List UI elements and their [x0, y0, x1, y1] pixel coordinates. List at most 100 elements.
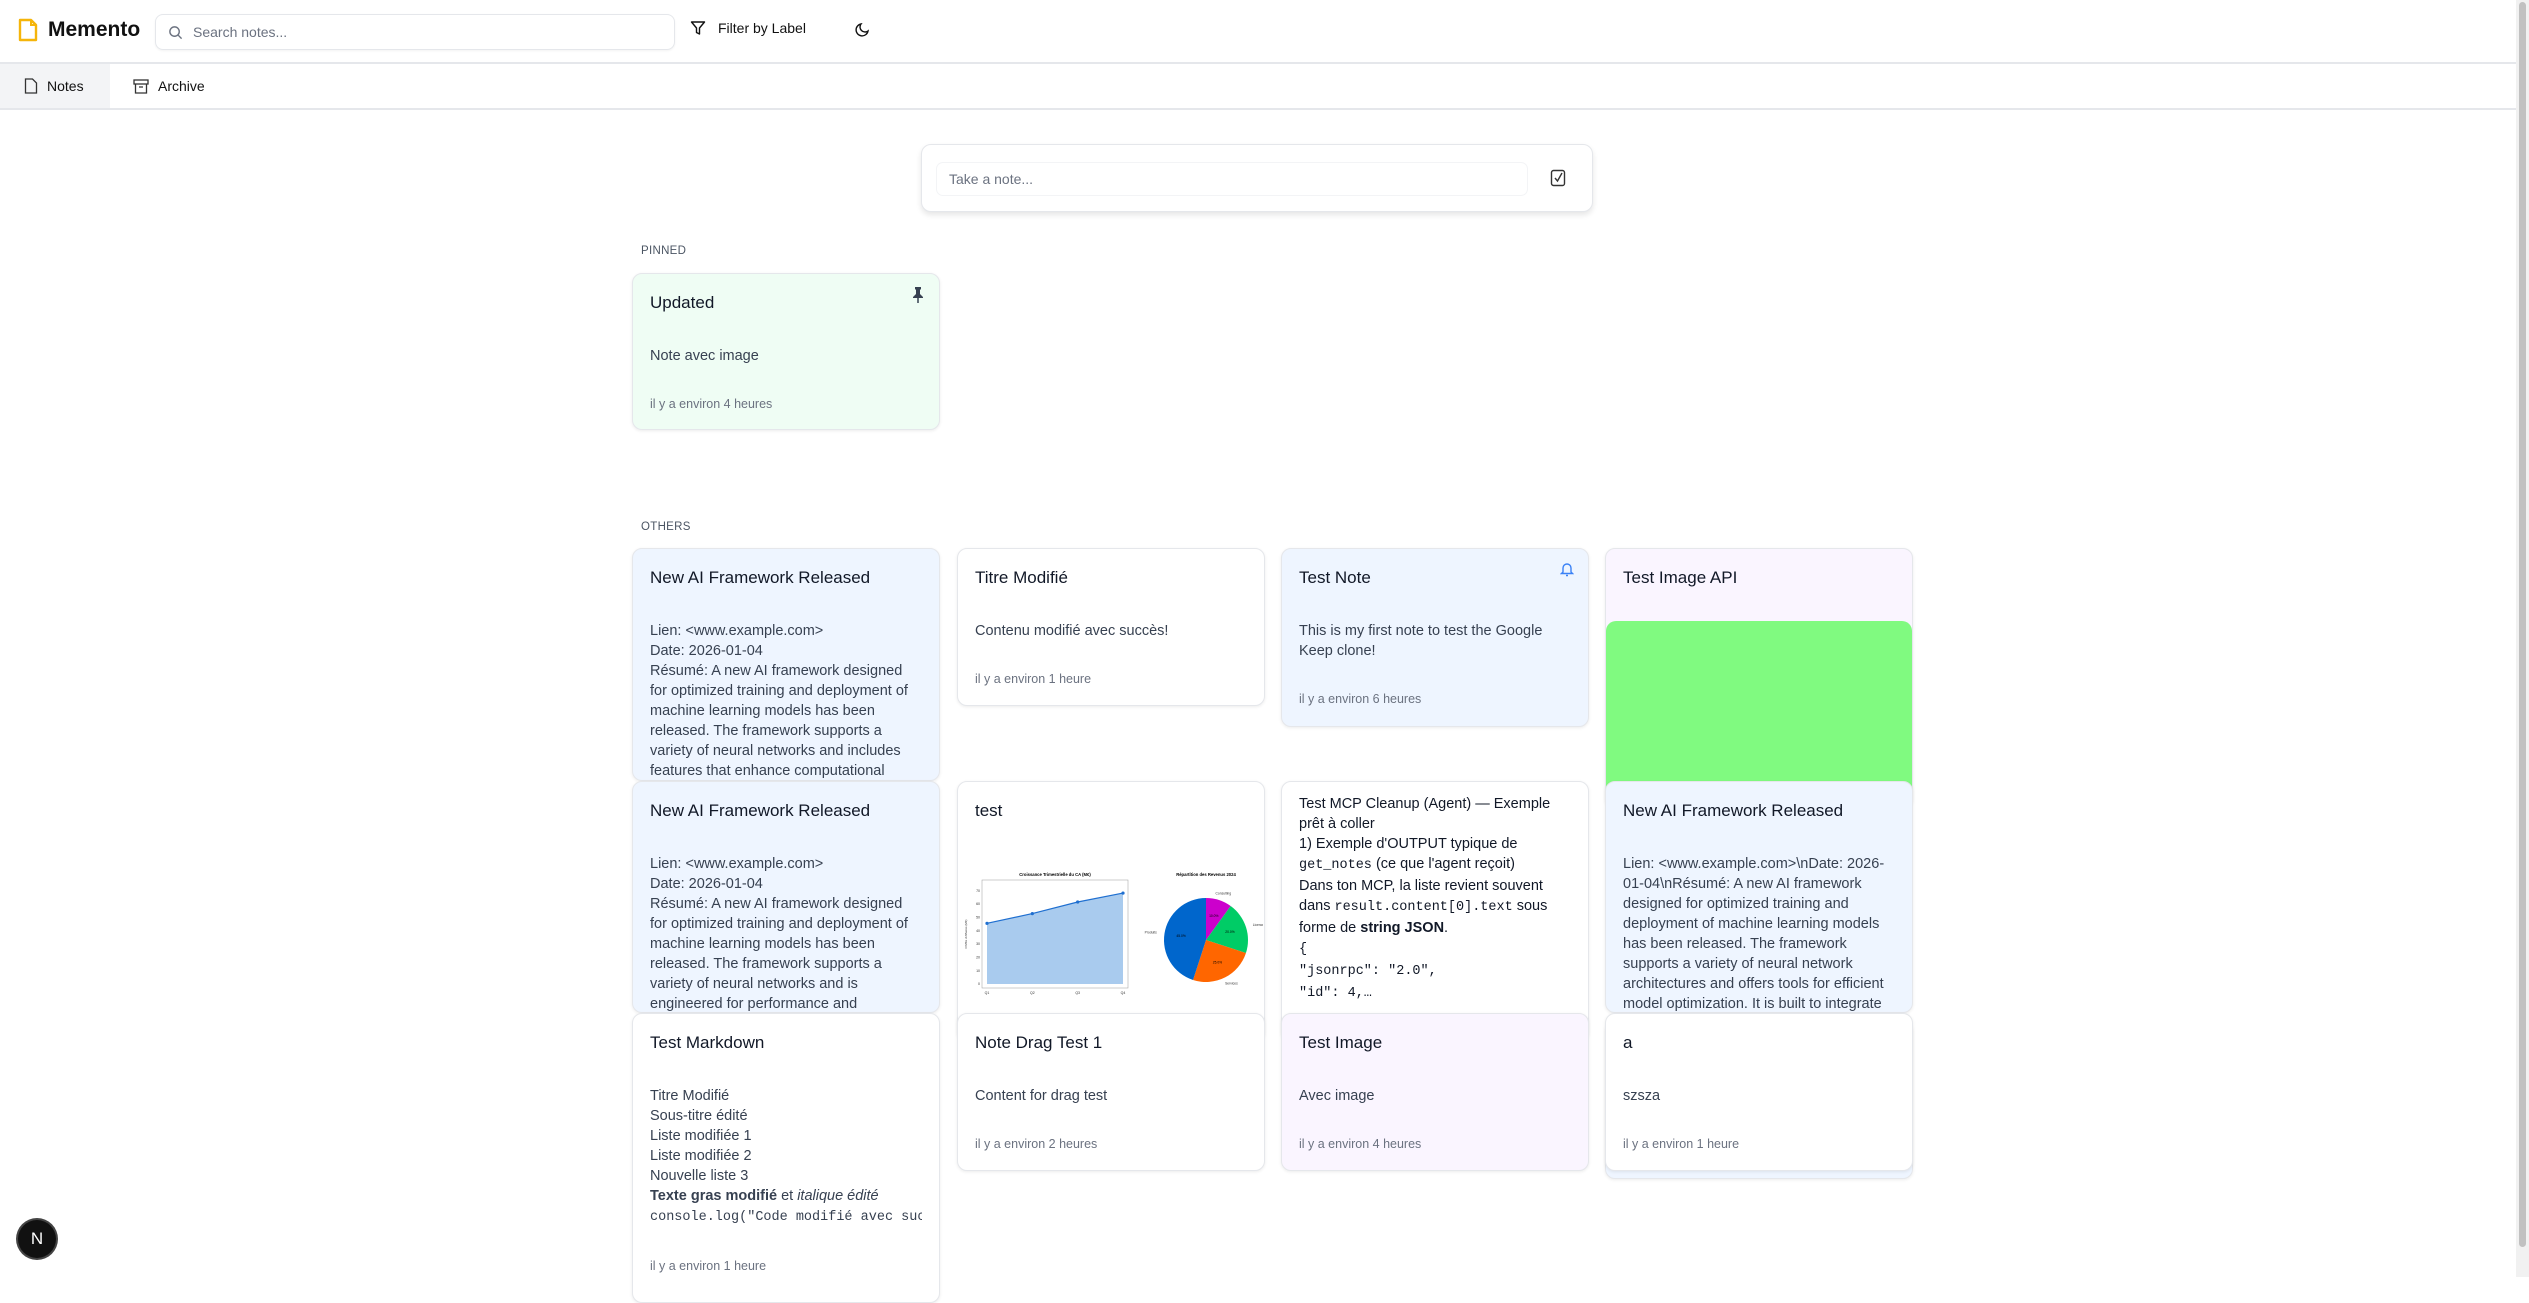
dark-mode-toggle-moon-icon[interactable] [852, 22, 870, 40]
note-body-line: variety of neural networks and is [650, 976, 858, 992]
note-body: Contenu modifié avec succès! [975, 621, 1247, 641]
note-body-line: Date: 2026-01-04 [650, 643, 763, 659]
x-tick-label: Q1 [985, 991, 990, 995]
note-body-line: This is my first note to test the Google [1299, 623, 1543, 639]
x-tick-label: Q2 [1030, 991, 1035, 995]
note-body-line: Texte gras modifié et italique édité [650, 1186, 922, 1206]
note-icon [24, 78, 38, 94]
note-card[interactable]: Note Drag Test 1 Content for drag test il … [957, 1013, 1265, 1171]
y-tick-label: 50 [976, 916, 980, 920]
text-segment: "id": 4,… [1299, 986, 1372, 1001]
note-card[interactable]: Test Markdown Titre Modifié Sous-titre édi… [632, 1013, 940, 1303]
take-note-input[interactable] [937, 163, 1527, 195]
note-body: Note avec image [650, 346, 922, 366]
note-body-line: "jsonrpc": "2.0", [1299, 960, 1571, 982]
text-segment: result.content[0].text [1334, 900, 1513, 915]
note-body-line: Lien: <www.example.com> [650, 856, 824, 872]
search-box[interactable] [155, 14, 675, 50]
note-body-line: Keep clone! [1299, 643, 1376, 659]
note-card[interactable]: Test MCP Cleanup (Agent) — Exemple prêt à… [1281, 781, 1589, 1041]
bell-icon[interactable] [1559, 561, 1575, 582]
pin-icon[interactable] [911, 286, 925, 309]
note-card[interactable]: New AI Framework Released Lien: <www.exam… [632, 548, 940, 781]
note-card[interactable]: Titre Modifié Contenu modifié avec succès… [957, 548, 1265, 706]
note-body-line: prêt à coller [1299, 816, 1375, 832]
y-tick-label: 60 [976, 902, 980, 906]
note-body-line: machine learning models has been [650, 936, 875, 952]
note-image [1606, 621, 1912, 807]
note-body-line: Content for drag test [975, 1088, 1108, 1104]
note-body-line: Lien: <www.example.com>\nDate: 2026- [1623, 856, 1885, 872]
pie-percent-label: 10.0% [1209, 914, 1218, 918]
note-body-line: forme de string JSON. [1299, 918, 1571, 938]
filter-by-label-button[interactable]: Filter by Label [690, 20, 806, 36]
note-body-line: szsza [1623, 1088, 1661, 1104]
note-body: Titre Modifié Sous-titre édité Liste modif… [650, 1086, 922, 1228]
note-card[interactable]: Test Image Avec image il y a environ 4 heu… [1281, 1013, 1589, 1171]
area-fill [987, 893, 1123, 984]
note-card[interactable]: a szsza il y a environ 1 heure [1605, 1013, 1913, 1171]
note-card[interactable]: Test Image API [1605, 548, 1913, 808]
note-timestamp: il y a environ 4 heures [650, 397, 773, 411]
note-body-line: Avec image [1299, 1088, 1375, 1104]
tab-label: Archive [158, 78, 205, 94]
note-card[interactable]: New AI Framework Released Lien: <www.exam… [632, 781, 940, 1013]
note-body-line: variety of neural networks and includes [650, 743, 901, 759]
note-card[interactable]: test 0 10 20 30 40 50 60 70 Q1 Q2 Q3 Q4 Croissance Tr… [957, 781, 1265, 1041]
pie-percent-label: 25.0% [1213, 960, 1222, 964]
x-tick-label: Q4 [1121, 991, 1126, 995]
app-logo[interactable]: Memento [18, 18, 140, 42]
text-segment: Texte gras modifié [650, 1188, 778, 1204]
note-timestamp: il y a environ 4 heures [1299, 1137, 1422, 1151]
note-body: Lien: <www.example.com>\nDate: 2026- 01-0… [1623, 854, 1895, 1012]
note-timestamp: il y a environ 1 heure [650, 1259, 767, 1273]
new-checklist-icon[interactable] [1550, 169, 1566, 187]
tab-notes[interactable]: Notes [0, 64, 110, 108]
scrollbar-thumb[interactable] [2519, 2, 2526, 1247]
note-body-line: architectures and offers tools for effic… [1623, 976, 1884, 992]
pie-slice-label: Consulting [1216, 891, 1232, 895]
pie-percent-label: 20.0% [1225, 930, 1234, 934]
page-scrollbar[interactable] [2516, 0, 2529, 1277]
pie-slice [1164, 898, 1206, 980]
note-body: szsza [1623, 1086, 1895, 1106]
note-composer [921, 144, 1593, 212]
note-body-line: for optimized training and deployment of [650, 916, 908, 932]
text-segment: (ce que l'agent reçoit) [1371, 856, 1515, 872]
note-body: Avec image [1299, 1086, 1571, 1106]
pie-slice-label: Produits [1145, 930, 1157, 934]
note-body-line: machine learning models has been [650, 703, 875, 719]
dev-tools-badge[interactable]: N [18, 1220, 56, 1258]
note-body-line: Liste modifiée 1 [650, 1128, 752, 1144]
note-card[interactable]: New AI Framework Released Lien: <www.exam… [1605, 781, 1913, 1013]
note-body-line: designed for optimized training and [1623, 896, 1849, 912]
search-input[interactable] [193, 24, 643, 40]
note-title: a [1623, 1033, 1633, 1052]
text-segment: et [777, 1188, 798, 1204]
note-timestamp: il y a environ 1 heure [1623, 1137, 1740, 1151]
text-segment: get_notes [1299, 858, 1372, 873]
filter-icon [690, 21, 706, 35]
note-title: Test Image [1299, 1033, 1383, 1052]
text-segment: string JSON [1360, 920, 1445, 936]
note-body-line: model optimization. It is built to integ… [1623, 996, 1882, 1012]
note-title: New AI Framework Released [650, 801, 871, 820]
note-body-line: 01-04\nRésumé: A new AI framework [1623, 876, 1862, 892]
filter-label: Filter by Label [718, 20, 806, 36]
note-title: Test Markdown [650, 1033, 765, 1052]
note-card[interactable]: Test Note This is my first note to test t… [1281, 548, 1589, 727]
note-body: This is my first note to test the Google… [1299, 621, 1571, 661]
note-body-line: features that enhance computational [650, 763, 885, 779]
note-body: Test MCP Cleanup (Agent) — Exemple prêt à… [1299, 794, 1571, 1004]
data-point [985, 921, 989, 925]
pie-slice [1193, 940, 1246, 982]
app-name: Memento [48, 18, 141, 41]
y-tick-label: 0 [978, 982, 980, 986]
text-segment: . [1444, 920, 1449, 936]
note-card[interactable]: Updated Note avec image il y a environ 4 h… [632, 273, 940, 430]
archive-icon [133, 78, 149, 94]
y-tick-label: 10 [976, 969, 980, 973]
tab-archive[interactable]: Archive [133, 64, 205, 108]
note-body-line: Titre Modifié [650, 1088, 730, 1104]
note-body-line: get_notes (ce que l'agent reçoit) [1299, 854, 1571, 876]
